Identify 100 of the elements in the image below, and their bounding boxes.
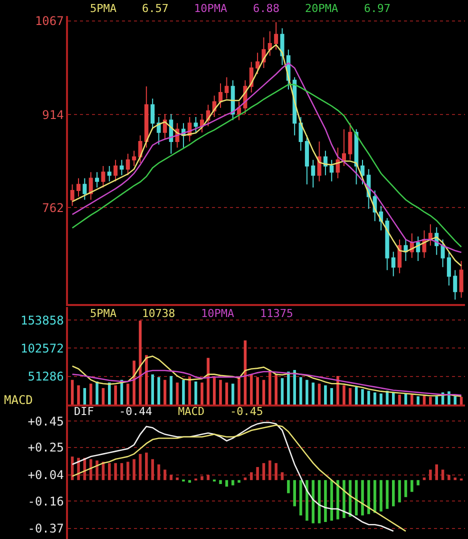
bar: [441, 470, 444, 480]
bar: [219, 480, 222, 484]
annotation: -0.45: [230, 405, 264, 418]
bar: [132, 360, 136, 404]
candlestick: [342, 128, 346, 167]
y-tick-label: 153858: [20, 313, 64, 328]
candlestick: [311, 159, 316, 188]
bar: [256, 377, 259, 404]
y-tick-label: +0.45: [28, 414, 64, 428]
bar: [280, 378, 284, 404]
bar: [435, 464, 438, 480]
candlestick: [70, 184, 74, 206]
bar: [373, 480, 376, 513]
bar: [306, 380, 308, 404]
bar: [188, 480, 192, 483]
bar: [429, 470, 432, 480]
bar: [231, 480, 234, 486]
candlestick: [218, 82, 223, 108]
candlestick: [101, 166, 106, 188]
line-series: [72, 356, 462, 397]
candlestick: [336, 147, 340, 179]
candlestick: [230, 80, 235, 121]
bar: [280, 472, 284, 480]
bar: [126, 462, 130, 480]
bar: [274, 463, 278, 480]
bar: [89, 384, 92, 404]
candlestick: [268, 30, 272, 56]
bar: [145, 452, 148, 480]
candlestick: [114, 159, 118, 182]
bar: [219, 380, 222, 404]
candlestick: [120, 159, 124, 176]
bar: [404, 480, 408, 498]
bar: [293, 370, 296, 404]
bar: [151, 374, 154, 404]
text: 20PMA: [305, 2, 338, 15]
y-tick-label: 914: [42, 108, 64, 122]
bar: [361, 389, 364, 404]
bar: [108, 382, 111, 404]
bar: [157, 377, 160, 404]
line-series: [72, 370, 462, 396]
bar: [132, 459, 136, 480]
bar: [380, 394, 382, 404]
bar: [380, 480, 382, 512]
candlestick: [280, 28, 284, 66]
bar: [225, 382, 228, 404]
bar: [250, 472, 253, 480]
bar: [386, 480, 389, 509]
text: 6.57: [142, 2, 168, 15]
bar: [287, 480, 290, 494]
candlestick: [385, 218, 390, 271]
bar: [318, 384, 321, 404]
bar: [170, 376, 172, 404]
bar: [354, 386, 358, 404]
candlestick: [459, 260, 464, 298]
bar: [293, 480, 296, 506]
bar: [306, 480, 308, 521]
bar: [342, 480, 346, 518]
bar: [398, 480, 401, 502]
candlestick: [76, 178, 81, 198]
text: 10PMA: [194, 2, 228, 15]
candlestick: [317, 141, 322, 182]
bar: [96, 460, 98, 480]
annotation: -0.44: [119, 405, 152, 418]
candlestick: [440, 239, 445, 268]
candlestick: [132, 150, 136, 167]
y-tick-label: 762: [42, 200, 64, 215]
candlestick: [304, 134, 309, 185]
candlestick: [360, 159, 365, 185]
bar: [312, 382, 314, 404]
candlestick: [224, 76, 229, 100]
candlestick: [82, 178, 87, 200]
bar: [120, 463, 124, 480]
bar: [188, 377, 192, 404]
bar: [238, 480, 240, 483]
bar: [170, 474, 172, 480]
bar: [250, 374, 253, 404]
annotation: 10738: [142, 307, 176, 320]
candlestick: [323, 150, 328, 176]
bar: [83, 388, 86, 404]
bar: [416, 480, 420, 486]
candlestick: [348, 122, 352, 160]
y-tick-label: +0.04: [28, 468, 64, 482]
bar: [299, 480, 302, 516]
bar: [200, 476, 204, 480]
bar: [324, 385, 327, 404]
candlestick: [453, 270, 458, 300]
candlestick: [446, 251, 451, 286]
bar: [392, 392, 395, 404]
bar: [435, 396, 438, 404]
candlestick: [256, 52, 260, 75]
candlestick: [95, 172, 100, 188]
candlestick: [200, 113, 204, 133]
bar: [268, 372, 272, 404]
bar: [373, 392, 376, 404]
bar: [268, 460, 272, 480]
text: 5PMA: [90, 2, 117, 15]
chart-title: MACD: [4, 393, 33, 407]
bar: [96, 381, 98, 404]
candlestick: [194, 116, 198, 133]
candlestick: [428, 224, 432, 246]
